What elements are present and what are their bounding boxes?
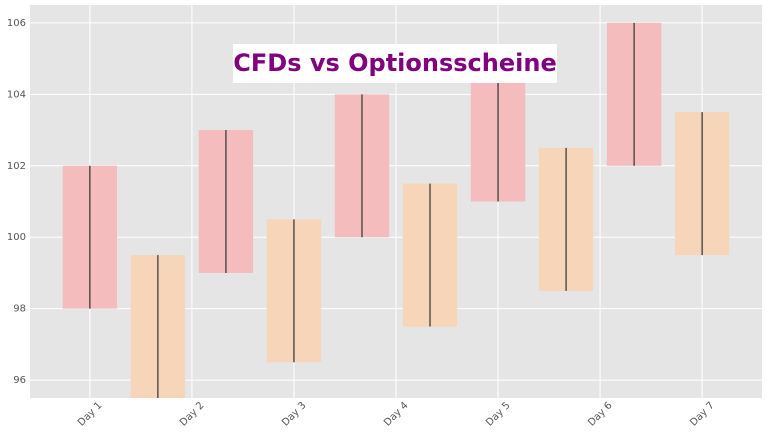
y-tick-label: 96	[13, 375, 26, 386]
x-tick-label: Day 4	[382, 400, 410, 428]
x-tick-label: Day 3	[280, 400, 308, 428]
marks	[62, 22, 730, 398]
x-tick-label: Day 1	[76, 400, 104, 428]
y-tick-label: 102	[7, 161, 26, 172]
y-tick-label: 104	[7, 89, 26, 100]
y-tick-label: 106	[7, 18, 26, 29]
title-box	[233, 44, 557, 83]
chart-title: CFDs vs Optionsscheine	[233, 49, 556, 77]
x-tick-label: Day 6	[586, 400, 614, 428]
y-tick-label: 98	[13, 304, 26, 315]
x-tick-label: Day 7	[688, 400, 716, 428]
x-tick-label: Day 2	[178, 400, 206, 428]
y-tick-label: 100	[7, 232, 26, 243]
x-tick-label: Day 5	[484, 400, 512, 428]
